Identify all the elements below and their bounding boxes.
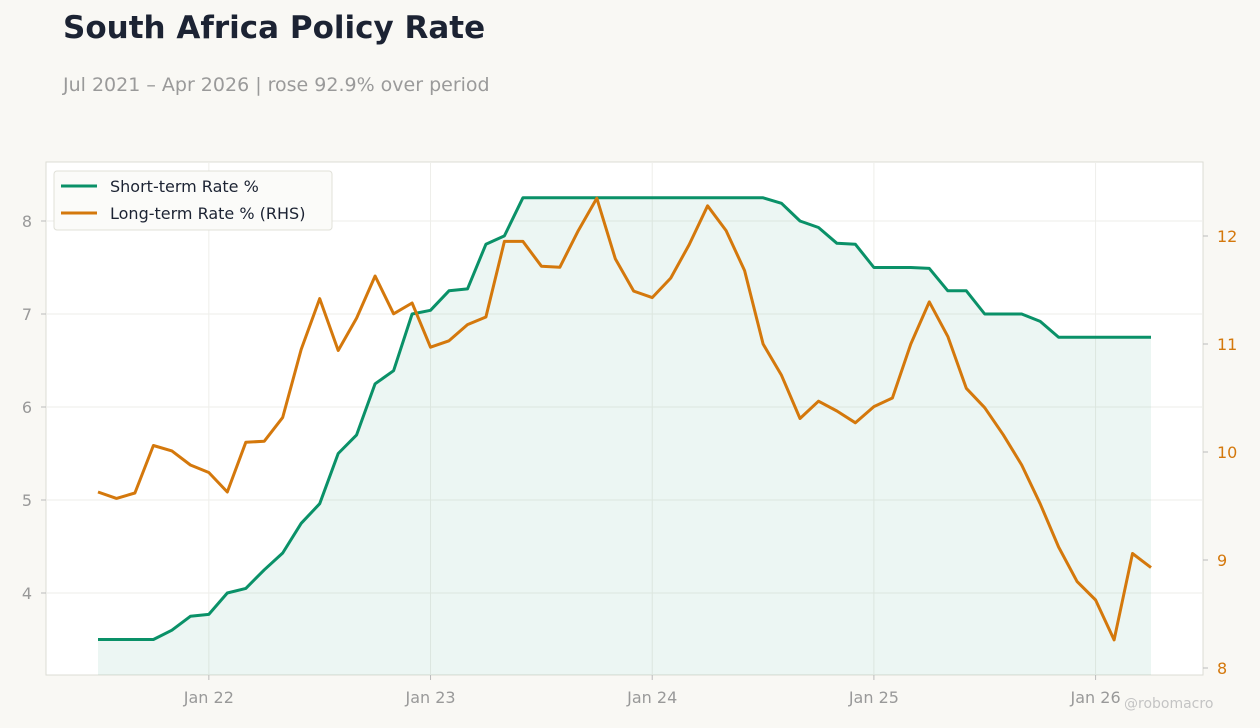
series-area-short [98, 197, 1151, 676]
x-tick-label: Jan 25 [848, 688, 899, 707]
legend-label-short: Short-term Rate % [110, 177, 259, 196]
legend-box [53, 170, 333, 231]
y-axis-left: 4 5 6 7 8 [22, 212, 46, 603]
x-tick-label: Jan 24 [626, 688, 677, 707]
page-title: South Africa Policy Rate [63, 10, 486, 46]
y-right-tick-label: 8 [1217, 659, 1227, 678]
y-left-tick-label: 6 [22, 398, 32, 417]
page-subtitle: Jul 2021 – Apr 2026 | rose 92.9% over pe… [63, 74, 490, 96]
y-right-tick-label: 10 [1217, 443, 1237, 462]
x-axis: Jan 22 Jan 23 Jan 24 Jan 25 Jan 26 [183, 675, 1121, 707]
watermark: @robomacro [1124, 696, 1214, 712]
y-right-tick-label: 12 [1217, 227, 1237, 246]
fill-layer [98, 197, 1151, 676]
y-left-tick-label: 8 [22, 212, 32, 231]
y-right-tick-label: 11 [1217, 335, 1237, 354]
legend-label-long: Long-term Rate % (RHS) [110, 204, 305, 223]
y-left-tick-label: 7 [22, 305, 32, 324]
series-line-short [98, 196, 1151, 641]
series-lines [97, 196, 1152, 642]
x-tick-label: Jan 22 [183, 688, 234, 707]
y-left-tick-label: 4 [22, 584, 32, 603]
y-left-tick-label: 5 [22, 491, 32, 510]
series-line-long [97, 196, 1152, 642]
legend: Short-term Rate % Long-term Rate % (RHS) [53, 170, 333, 231]
x-tick-label: Jan 23 [404, 688, 455, 707]
x-tick-label: Jan 26 [1070, 688, 1121, 707]
y-right-tick-label: 9 [1217, 551, 1227, 570]
y-axis-right: 8 9 10 11 12 [1203, 227, 1237, 678]
